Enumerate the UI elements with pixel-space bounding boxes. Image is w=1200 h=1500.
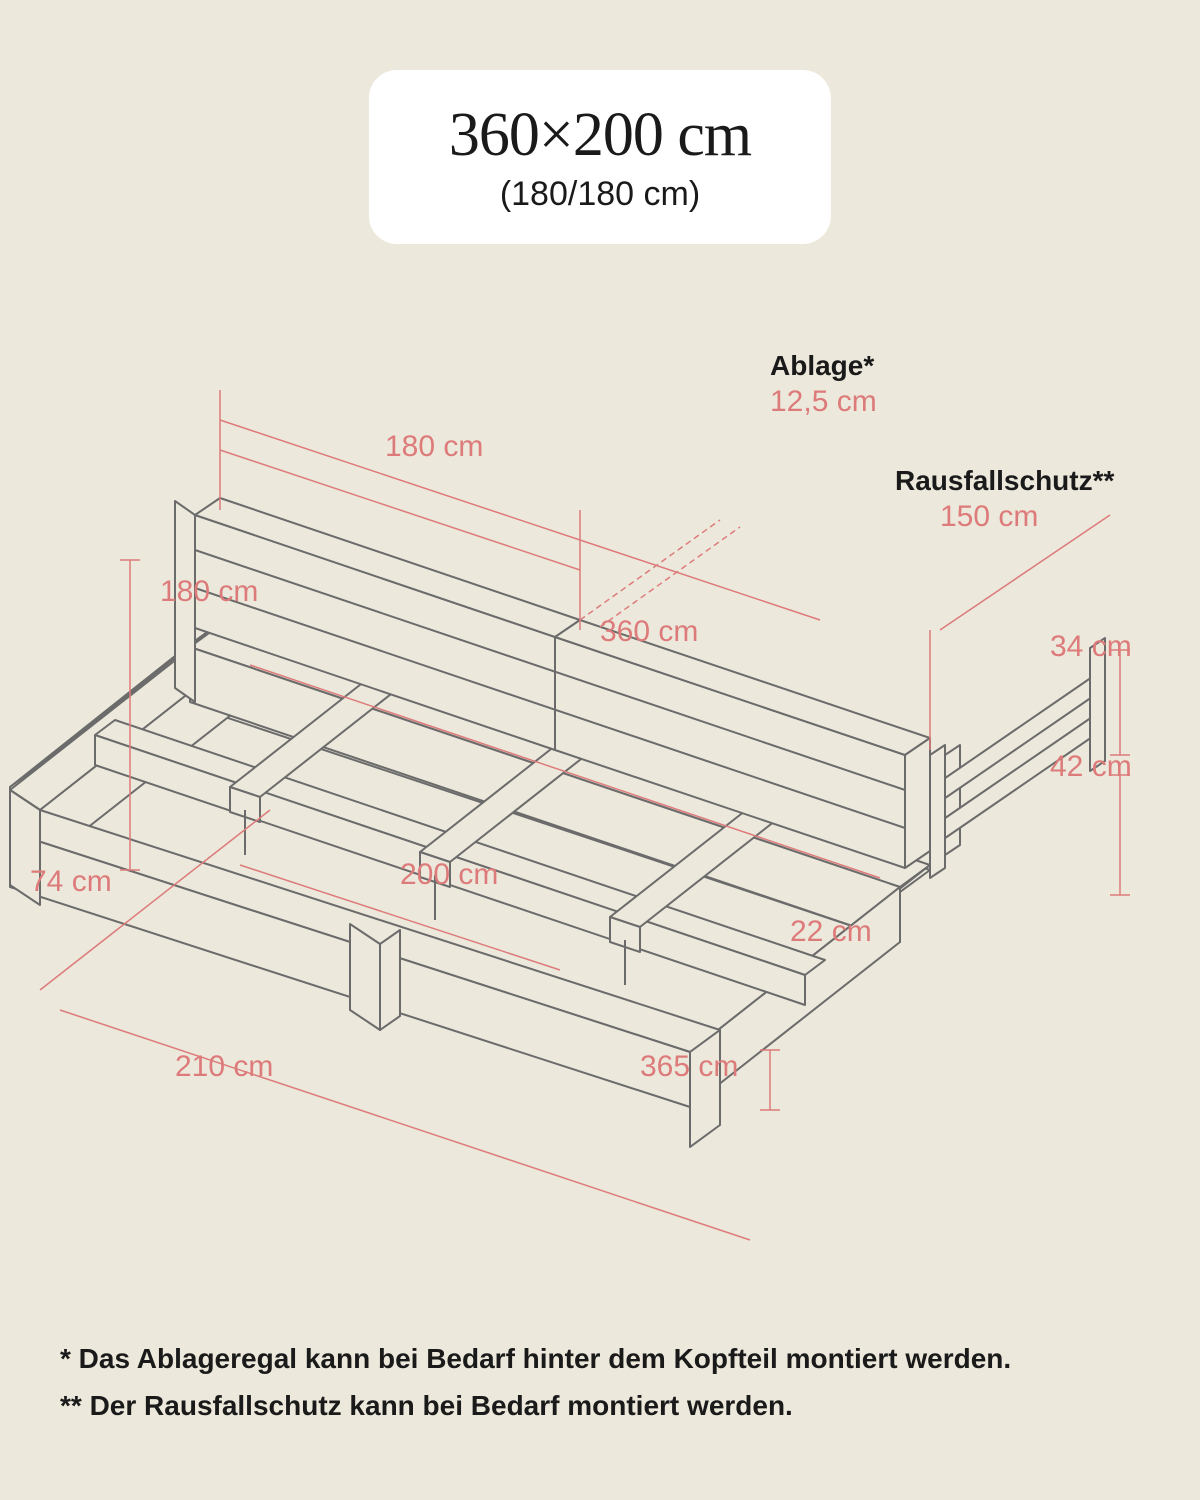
dim-42: 42 cm — [1050, 750, 1132, 784]
label-ablage: Ablage* — [770, 350, 874, 382]
dim-rausfallschutz: 150 cm — [940, 500, 1038, 534]
footnote-2: ** Der Rausfallschutz kann bei Bedarf mo… — [60, 1382, 1140, 1430]
dim-200: 200 cm — [400, 858, 498, 892]
footnotes: * Das Ablageregal kann bei Bedarf hinter… — [60, 1335, 1140, 1430]
diagram-area: .bed { fill: #ece8db; stroke: #6b6b6b; s… — [0, 310, 1200, 1310]
bed-diagram-svg: .bed { fill: #ece8db; stroke: #6b6b6b; s… — [0, 310, 1200, 1310]
dim-180-b: 180 cm — [160, 575, 258, 609]
dim-22: 22 cm — [790, 915, 872, 949]
footnote-1: * Das Ablageregal kann bei Bedarf hinter… — [60, 1335, 1140, 1383]
dim-74: 74 cm — [30, 865, 112, 899]
dim-365: 365 cm — [640, 1050, 738, 1084]
dim-180-a: 180 cm — [385, 430, 483, 464]
dim-34: 34 cm — [1050, 630, 1132, 664]
title-main: 360×200 cm — [449, 100, 751, 171]
label-rausfallschutz: Rausfallschutz** — [895, 465, 1114, 497]
dim-360: 360 cm — [600, 615, 698, 649]
dim-210: 210 cm — [175, 1050, 273, 1084]
title-card: 360×200 cm (180/180 cm) — [369, 70, 831, 244]
dim-ablage: 12,5 cm — [770, 385, 877, 419]
title-sub: (180/180 cm) — [449, 175, 751, 214]
